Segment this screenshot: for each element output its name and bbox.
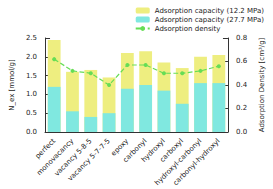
svg-text:0.5: 0.5 <box>26 109 37 117</box>
svg-text:vacancy 5-7-7-5: vacancy 5-7-7-5 <box>66 137 112 183</box>
svg-text:Adsorption density: Adsorption density <box>155 25 221 33</box>
svg-text:monovacancy: monovacancy <box>35 137 76 178</box>
svg-text:0.0: 0.0 <box>236 128 247 136</box>
svg-text:2.0: 2.0 <box>26 53 37 61</box>
svg-text:0.6: 0.6 <box>236 57 248 65</box>
svg-text:Adsorption capacity (27.7 MPa): Adsorption capacity (27.7 MPa) <box>155 16 265 24</box>
svg-text:0.2: 0.2 <box>236 104 247 112</box>
svg-text:N_ex [mmol/g]: N_ex [mmol/g] <box>8 59 16 111</box>
svg-text:hydroxyl-carbonyl: hydroxyl-carbonyl <box>153 137 204 188</box>
svg-text:perfect: perfect <box>33 137 57 161</box>
svg-text:vacancy 5-8-5: vacancy 5-8-5 <box>52 137 94 178</box>
svg-text:2.5: 2.5 <box>26 34 37 42</box>
svg-text:hydroxyl: hydroxyl <box>139 137 167 164</box>
svg-text:carbonyl-hydroxyl: carbonyl-hydroxyl <box>172 137 222 187</box>
svg-text:Adsorption Density [cm³/g]: Adsorption Density [cm³/g] <box>258 37 266 132</box>
svg-text:epoxy: epoxy <box>109 137 131 158</box>
svg-text:Adsorption capacity (12.2 MPa): Adsorption capacity (12.2 MPa) <box>155 7 265 15</box>
svg-text:0.8: 0.8 <box>236 34 247 42</box>
svg-text:0.4: 0.4 <box>236 81 248 89</box>
svg-text:carbonyl: carbonyl <box>121 137 149 165</box>
svg-text:1.0: 1.0 <box>26 90 37 98</box>
svg-text:0.0: 0.0 <box>26 128 37 136</box>
svg-text:1.5: 1.5 <box>26 72 37 80</box>
svg-text:carboxyl: carboxyl <box>158 137 186 164</box>
